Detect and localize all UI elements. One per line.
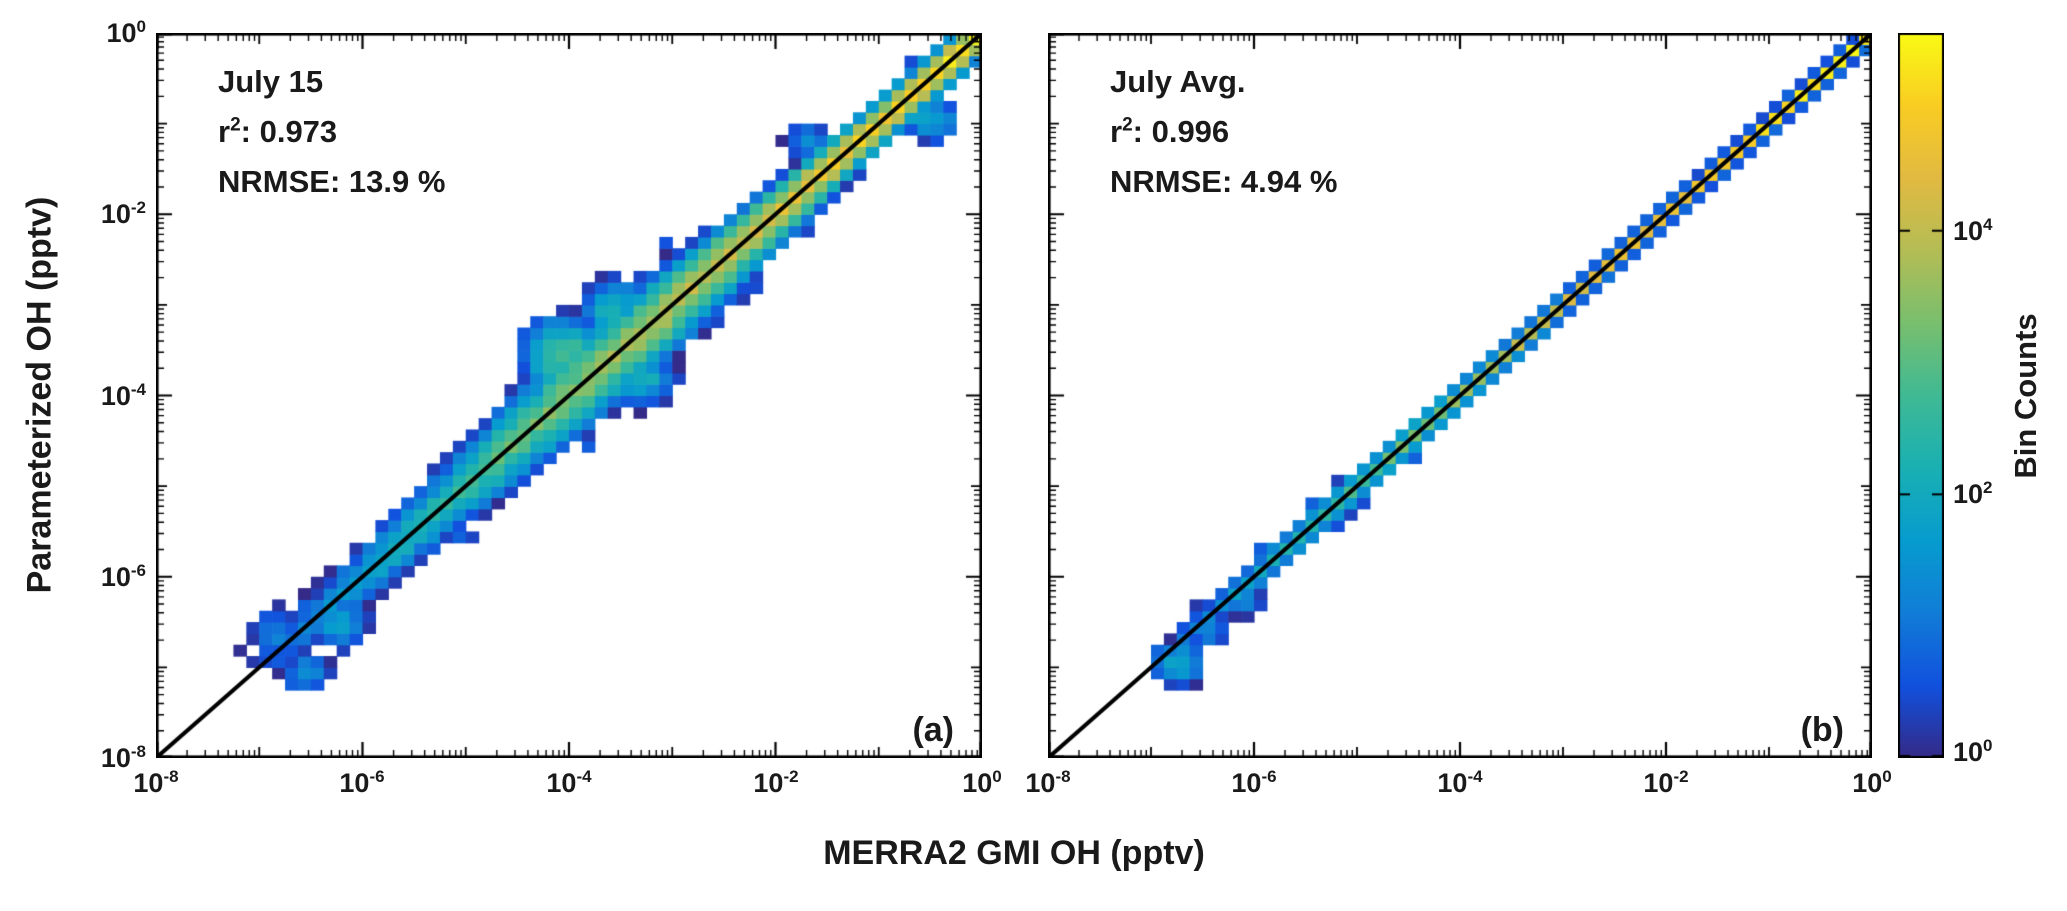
annotation-r2-value: : 0.973 [240, 114, 338, 149]
panel-a-label: (a) [912, 711, 954, 749]
x-tick-label: 10-2 [1643, 767, 1689, 798]
panel-b: July Avg. r2: 0.996 NRMSE: 4.94 % (b) [1048, 33, 1872, 758]
colorbar-tick-label: 104 [1953, 215, 1993, 246]
y-axis-label: Parameterized OH (pptv) [20, 196, 59, 594]
annotation-r2-value: : 0.996 [1132, 114, 1230, 149]
annotation-r2-sup: 2 [230, 114, 241, 136]
y-tick-label: 100 [106, 17, 146, 48]
x-tick-label: 10-4 [1437, 767, 1483, 798]
x-axis-label: MERRA2 GMI OH (pptv) [823, 834, 1205, 872]
panel-a-heatmap-canvas [156, 33, 982, 758]
panel-b-label: (b) [1800, 711, 1844, 749]
x-tick-label: 10-2 [753, 767, 799, 798]
annotation-title: July Avg. [1110, 64, 1246, 99]
x-tick-label: 10-8 [133, 767, 179, 798]
colorbar-gradient [1898, 33, 1944, 758]
y-tick-label: 10-4 [100, 380, 146, 411]
x-tick-label: 100 [962, 767, 1002, 798]
annotation-r2: r2: 0.973 [218, 107, 445, 157]
x-tick-label: 100 [1852, 767, 1892, 798]
y-tick-label: 10-6 [100, 561, 146, 592]
colorbar [1898, 33, 1944, 758]
x-tick-label: 10-6 [339, 767, 385, 798]
x-tick-label: 10-4 [546, 767, 592, 798]
annotation-nrmse: NRMSE: 4.94 % [1110, 164, 1338, 199]
x-tick-label: 10-6 [1231, 767, 1277, 798]
annotation-r2: r2: 0.996 [1110, 107, 1337, 157]
annotation-title: July 15 [218, 64, 324, 99]
colorbar-tick-label: 100 [1953, 736, 1993, 767]
panel-b-annotation: July Avg. r2: 0.996 NRMSE: 4.94 % [1110, 57, 1337, 207]
annotation-r2-prefix: r [1110, 114, 1123, 149]
colorbar-label: Bin Counts [2008, 313, 2043, 479]
annotation-nrmse: NRMSE: 13.9 % [218, 164, 446, 199]
panel-a-annotation: July 15 r2: 0.973 NRMSE: 13.9 % [218, 57, 445, 207]
y-tick-label: 10-2 [100, 198, 146, 229]
panel-a: July 15 r2: 0.973 NRMSE: 13.9 % (a) [156, 33, 982, 758]
x-tick-label: 10-8 [1025, 767, 1071, 798]
y-tick-label: 10-8 [100, 742, 146, 773]
colorbar-tick-label: 102 [1953, 478, 1993, 509]
annotation-r2-prefix: r [218, 114, 231, 149]
annotation-r2-sup: 2 [1122, 114, 1133, 136]
panel-b-heatmap-canvas [1048, 33, 1872, 758]
